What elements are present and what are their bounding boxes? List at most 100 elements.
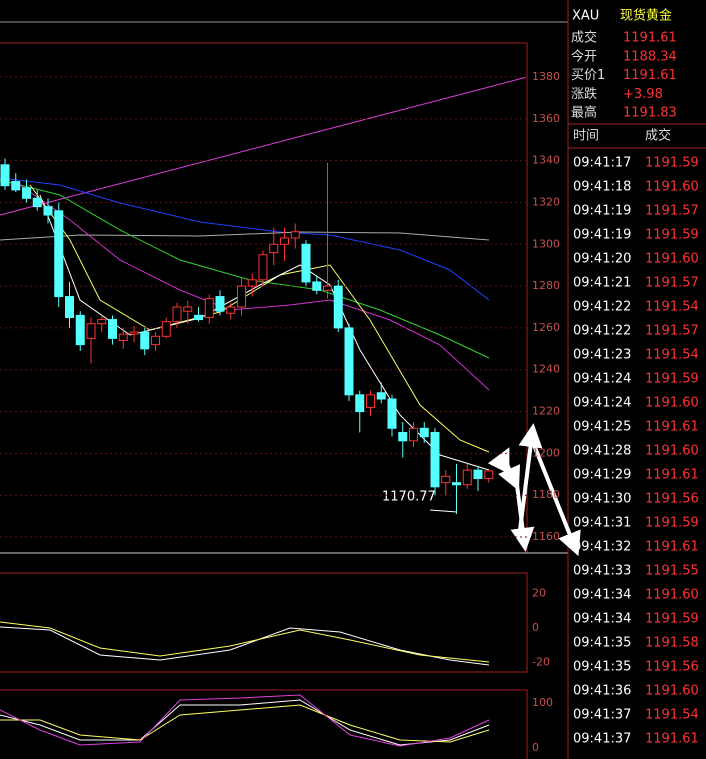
trade-price: 1191.61 [645,540,699,555]
quote-value: 1191.61 [623,31,677,46]
quote-value: 1191.83 [623,106,677,121]
candle-body [226,306,236,314]
ma-line [0,177,490,301]
kdj-line [0,699,490,746]
candle-body [97,319,107,325]
macd-line [0,621,490,663]
candle-body [333,285,343,329]
candle-body [409,427,418,442]
macd-tick-label: 0 [532,621,539,634]
candle-body [387,398,397,429]
candle-body [290,231,300,239]
candle-body [280,237,289,245]
y-tick-label: 1360 [532,112,560,125]
macd-tick-label: 20 [532,587,546,600]
candle-body [473,469,483,479]
candle-body [484,470,494,479]
candle-body [11,181,21,191]
quote-value: 1191.61 [623,68,677,83]
trade-time: 09:41:37 [573,708,631,723]
trade-price: 1191.56 [645,660,699,675]
trades-header: 成交 [645,128,671,144]
annotation-line [429,509,458,513]
trade-price: 1191.60 [645,396,699,411]
trade-price: 1191.54 [645,708,699,723]
trade-time: 09:41:22 [573,300,631,315]
kdj-tick-label: 0 [532,741,539,754]
trade-price: 1191.58 [645,636,699,651]
quote-label: 成交 [571,30,597,46]
kdj-line [0,704,490,743]
trade-time: 09:41:19 [573,228,631,243]
candle-body [204,298,214,318]
quote-value: +3.98 [623,87,663,102]
candle-body [366,394,375,408]
ma-line [0,179,490,359]
quote-label: 买价1 [571,68,605,83]
trade-price: 1191.56 [645,492,699,507]
trade-price: 1191.54 [645,348,699,363]
candle-body [43,206,53,216]
trade-price: 1191.59 [645,516,699,531]
quote-value: 1188.34 [623,49,677,64]
y-tick-label: 1220 [532,405,560,418]
trade-price: 1191.60 [645,252,699,267]
trade-time: 09:41:28 [573,444,631,459]
symbol-name: 现货黄金 [620,8,672,24]
candle-body [301,243,311,283]
trade-time: 09:41:29 [573,468,631,483]
trades-header: 时间 [573,129,599,144]
trade-time: 09:41:36 [573,684,631,699]
candle-body [194,314,203,321]
y-tick-label: 1280 [532,279,560,292]
ma-line [0,231,490,241]
candle-body [65,296,74,318]
y-tick-label: 1380 [532,70,560,83]
y-tick-label: 1320 [532,195,560,208]
y-tick-label: 1340 [532,154,560,167]
candle-body [86,323,96,339]
trade-time: 09:41:20 [573,252,631,267]
trade-time: 09:41:17 [573,156,631,171]
ma-line [19,184,490,391]
candle-body [452,482,461,486]
trade-price: 1191.59 [645,372,699,387]
quote-label: 今开 [571,48,597,64]
trade-price: 1191.60 [645,444,699,459]
y-tick-label: 1300 [532,237,560,250]
candle-body [247,279,257,287]
trade-time: 09:41:22 [573,324,631,339]
candle-body [172,306,182,323]
candle-body [237,285,246,308]
candle-body [140,331,150,350]
trade-price: 1191.57 [645,204,699,219]
trade-time: 09:41:19 [573,204,631,219]
trade-time: 09:41:35 [573,636,631,651]
trade-time: 09:41:34 [573,612,631,627]
candle-body [32,197,42,208]
y-tick-label: 1180 [532,488,560,501]
candle-body [430,431,440,488]
candle-body [344,327,354,396]
arrows [487,423,581,557]
y-tick-label: 1200 [532,446,560,459]
candle-body [129,331,139,335]
trade-price: 1191.54 [645,300,699,315]
annotation: 1170.77 [382,490,436,505]
candle-body [108,319,117,339]
kdj-tick-label: 100 [532,696,553,709]
macd-tick-label: -20 [532,655,550,668]
quote-label: 最高 [571,105,597,121]
candle-body [22,187,31,199]
candle-body [376,392,386,400]
candle-body [269,243,279,254]
candle-body [75,314,85,346]
candle-body [183,306,193,312]
trade-time: 09:41:23 [573,348,631,363]
candle-body [441,475,451,484]
trade-price: 1191.59 [645,612,699,627]
candle-body [312,281,322,291]
y-tick-label: 1160 [532,530,560,543]
kdj-line [0,694,490,747]
